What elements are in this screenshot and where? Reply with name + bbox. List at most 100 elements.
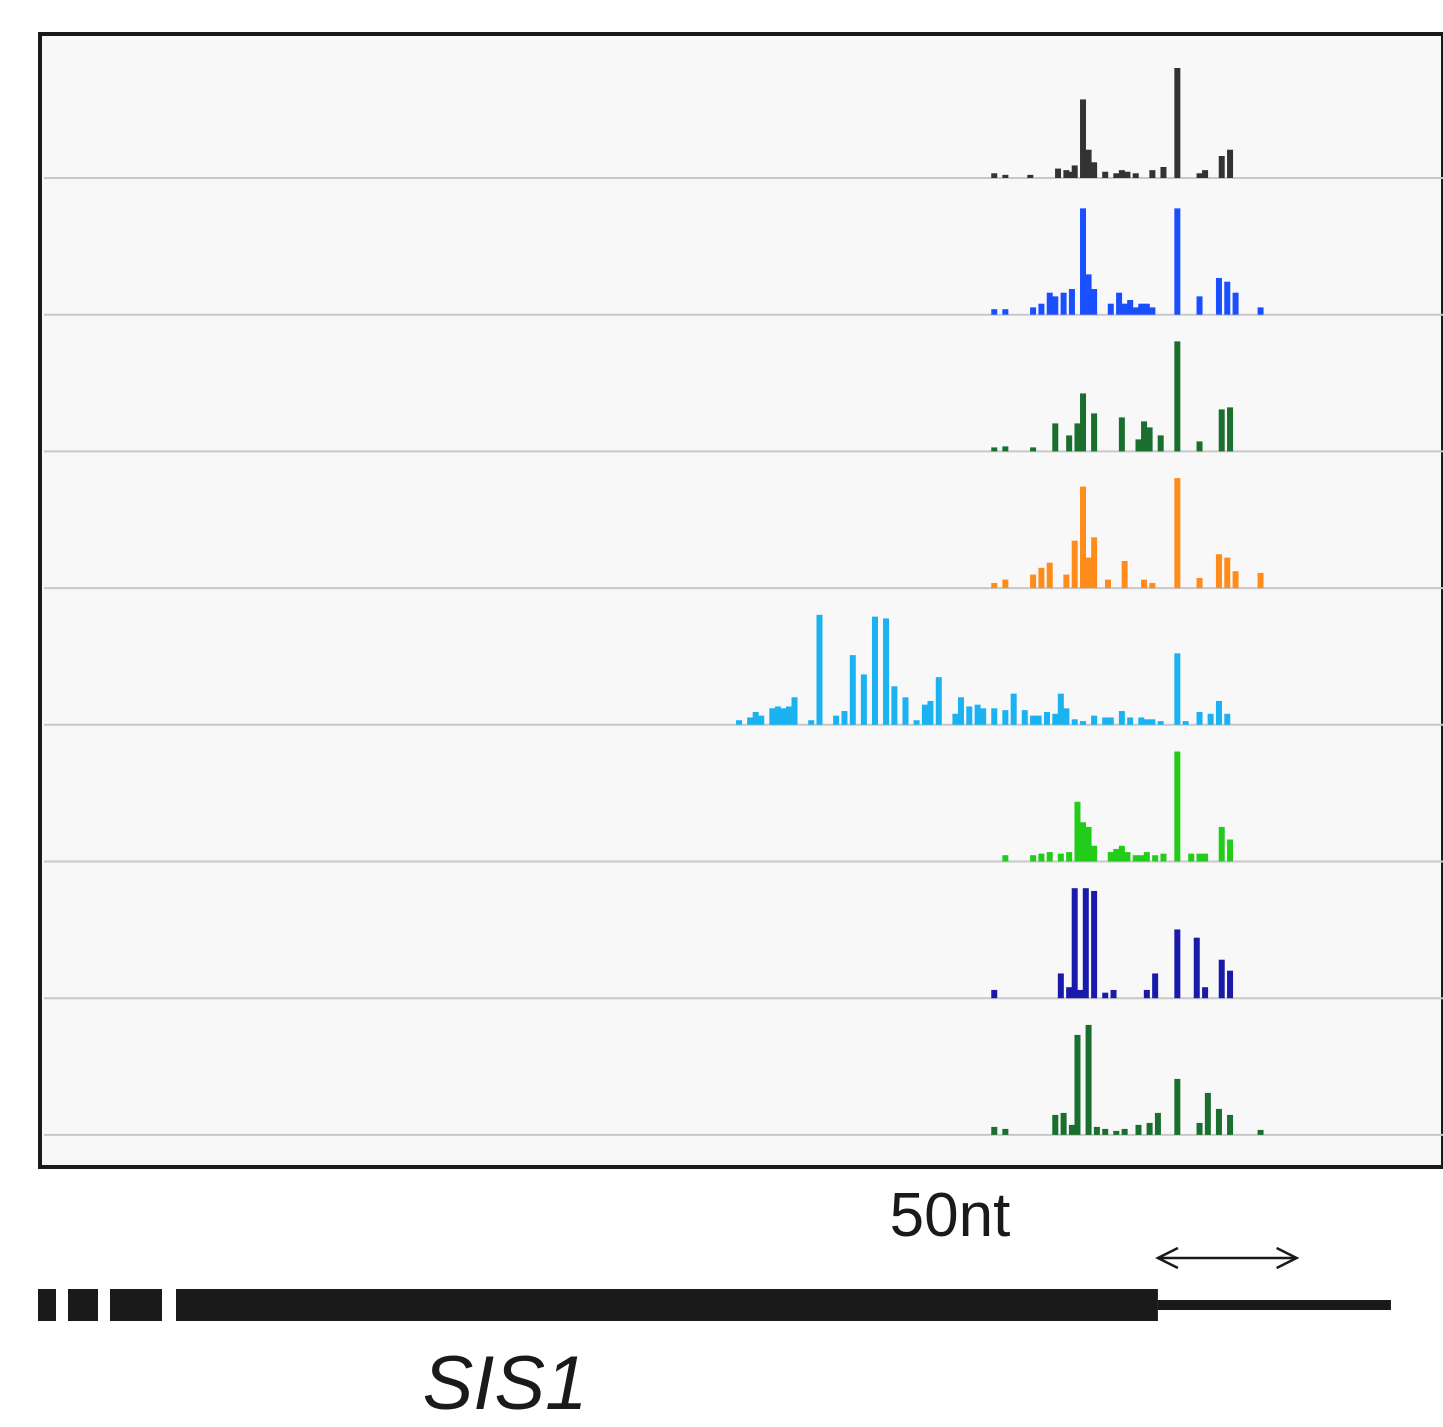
coverage-bar xyxy=(927,700,934,725)
coverage-bar xyxy=(833,715,840,725)
coverage-bar xyxy=(1227,839,1234,862)
coverage-bar xyxy=(758,715,765,725)
gene-utr-line xyxy=(1157,1300,1391,1310)
coverage-bar xyxy=(1057,693,1064,725)
coverage-bar xyxy=(1002,309,1009,315)
plot-frame xyxy=(38,32,1443,1169)
coverage-bar xyxy=(1132,855,1139,862)
gene-model xyxy=(38,1289,1391,1321)
coverage-bar xyxy=(1160,167,1167,178)
coverage-bar xyxy=(1091,845,1098,862)
coverage-bar xyxy=(769,708,776,725)
coverage-bar xyxy=(871,616,878,725)
coverage-track xyxy=(44,1024,1443,1136)
coverage-bar xyxy=(1091,890,1098,999)
coverage-bar xyxy=(1074,801,1081,862)
coverage-bar xyxy=(1080,822,1087,862)
coverage-bar xyxy=(1196,441,1203,452)
coverage-bar xyxy=(1149,170,1156,178)
coverage-bar xyxy=(1196,173,1203,178)
scale-bar-arrowhead-left xyxy=(1155,1246,1179,1270)
coverage-bar xyxy=(1107,717,1114,725)
coverage-bar xyxy=(1071,719,1078,725)
coverage-bar xyxy=(1102,171,1109,178)
coverage-bar xyxy=(1085,149,1092,178)
coverage-bar xyxy=(1146,1122,1153,1135)
coverage-bar xyxy=(1091,537,1098,589)
coverage-bar xyxy=(1052,713,1059,725)
coverage-bar xyxy=(1063,574,1070,589)
coverage-bar xyxy=(1182,721,1189,725)
coverage-bar xyxy=(1116,292,1123,315)
coverage-bar xyxy=(841,711,848,725)
coverage-bar xyxy=(1060,292,1067,315)
coverage-bar xyxy=(1227,1114,1234,1135)
coverage-bar xyxy=(1149,583,1156,589)
coverage-bar xyxy=(1157,435,1164,452)
coverage-bar xyxy=(1143,719,1150,725)
coverage-bar xyxy=(991,447,998,452)
coverage-bar xyxy=(1052,423,1059,452)
coverage-bar xyxy=(1080,393,1087,452)
coverage-bar xyxy=(1174,68,1181,178)
coverage-bar xyxy=(1127,717,1134,725)
coverage-bar xyxy=(1188,853,1195,862)
scale-bar-label: 50nt xyxy=(889,1181,1011,1250)
coverage-bar xyxy=(1074,1034,1081,1135)
coverage-bar xyxy=(1218,959,1225,999)
coverage-bar xyxy=(1257,1129,1264,1135)
gene-exon-dash xyxy=(38,1289,56,1321)
coverage-bar xyxy=(1118,845,1125,862)
coverage-bar xyxy=(1215,1108,1222,1135)
coverage-track xyxy=(44,208,1443,316)
gene-exon-dash xyxy=(110,1289,162,1321)
coverage-bar xyxy=(991,309,998,315)
coverage-bar xyxy=(1202,987,1209,999)
coverage-bar xyxy=(780,708,787,725)
coverage-bar xyxy=(1043,711,1050,725)
coverage-bar xyxy=(1091,715,1098,725)
coverage-bar xyxy=(1093,1126,1100,1135)
coverage-bar xyxy=(935,677,942,725)
coverage-bar xyxy=(1141,579,1148,589)
coverage-bar xyxy=(902,697,909,725)
coverage-bar xyxy=(1046,852,1053,862)
coverage-bar xyxy=(1127,300,1134,315)
coverage-bar xyxy=(1121,561,1128,589)
coverage-bar xyxy=(980,708,987,725)
coverage-bar xyxy=(1132,307,1139,315)
coverage-bar xyxy=(957,697,964,725)
coverage-track xyxy=(44,614,1443,726)
coverage-bar xyxy=(1035,715,1042,725)
gene-exon-dash xyxy=(68,1289,98,1321)
coverage-bar xyxy=(774,706,781,725)
coverage-bar xyxy=(1196,711,1203,725)
coverage-bar xyxy=(1085,1024,1092,1135)
coverage-bar xyxy=(1046,562,1053,589)
coverage-bar xyxy=(1071,540,1078,589)
coverage-bar xyxy=(1174,208,1181,315)
coverage-bar xyxy=(1121,1128,1128,1135)
coverage-bar xyxy=(1232,571,1239,589)
coverage-bar xyxy=(1038,303,1045,315)
coverage-bar xyxy=(1066,852,1073,862)
coverage-bar xyxy=(849,655,856,725)
coverage-track xyxy=(44,888,1443,1000)
coverage-bar xyxy=(1193,937,1200,999)
coverage-bar xyxy=(1207,713,1214,725)
coverage-bar xyxy=(1227,407,1234,452)
coverage-bar xyxy=(1154,1112,1161,1135)
coverage-bar xyxy=(1138,303,1145,315)
coverage-bar xyxy=(1068,289,1075,315)
coverage-bar xyxy=(1215,554,1222,589)
coverage-bar xyxy=(966,706,973,725)
coverage-bar xyxy=(1135,439,1142,452)
coverage-bar xyxy=(1021,710,1028,725)
coverage-bar xyxy=(1038,853,1045,862)
coverage-bar xyxy=(1085,274,1092,315)
coverage-bar xyxy=(1152,973,1159,999)
coverage-bar xyxy=(1002,710,1009,725)
coverage-bar xyxy=(1143,852,1150,862)
coverage-bar xyxy=(1063,170,1070,178)
coverage-bar xyxy=(1030,447,1037,452)
